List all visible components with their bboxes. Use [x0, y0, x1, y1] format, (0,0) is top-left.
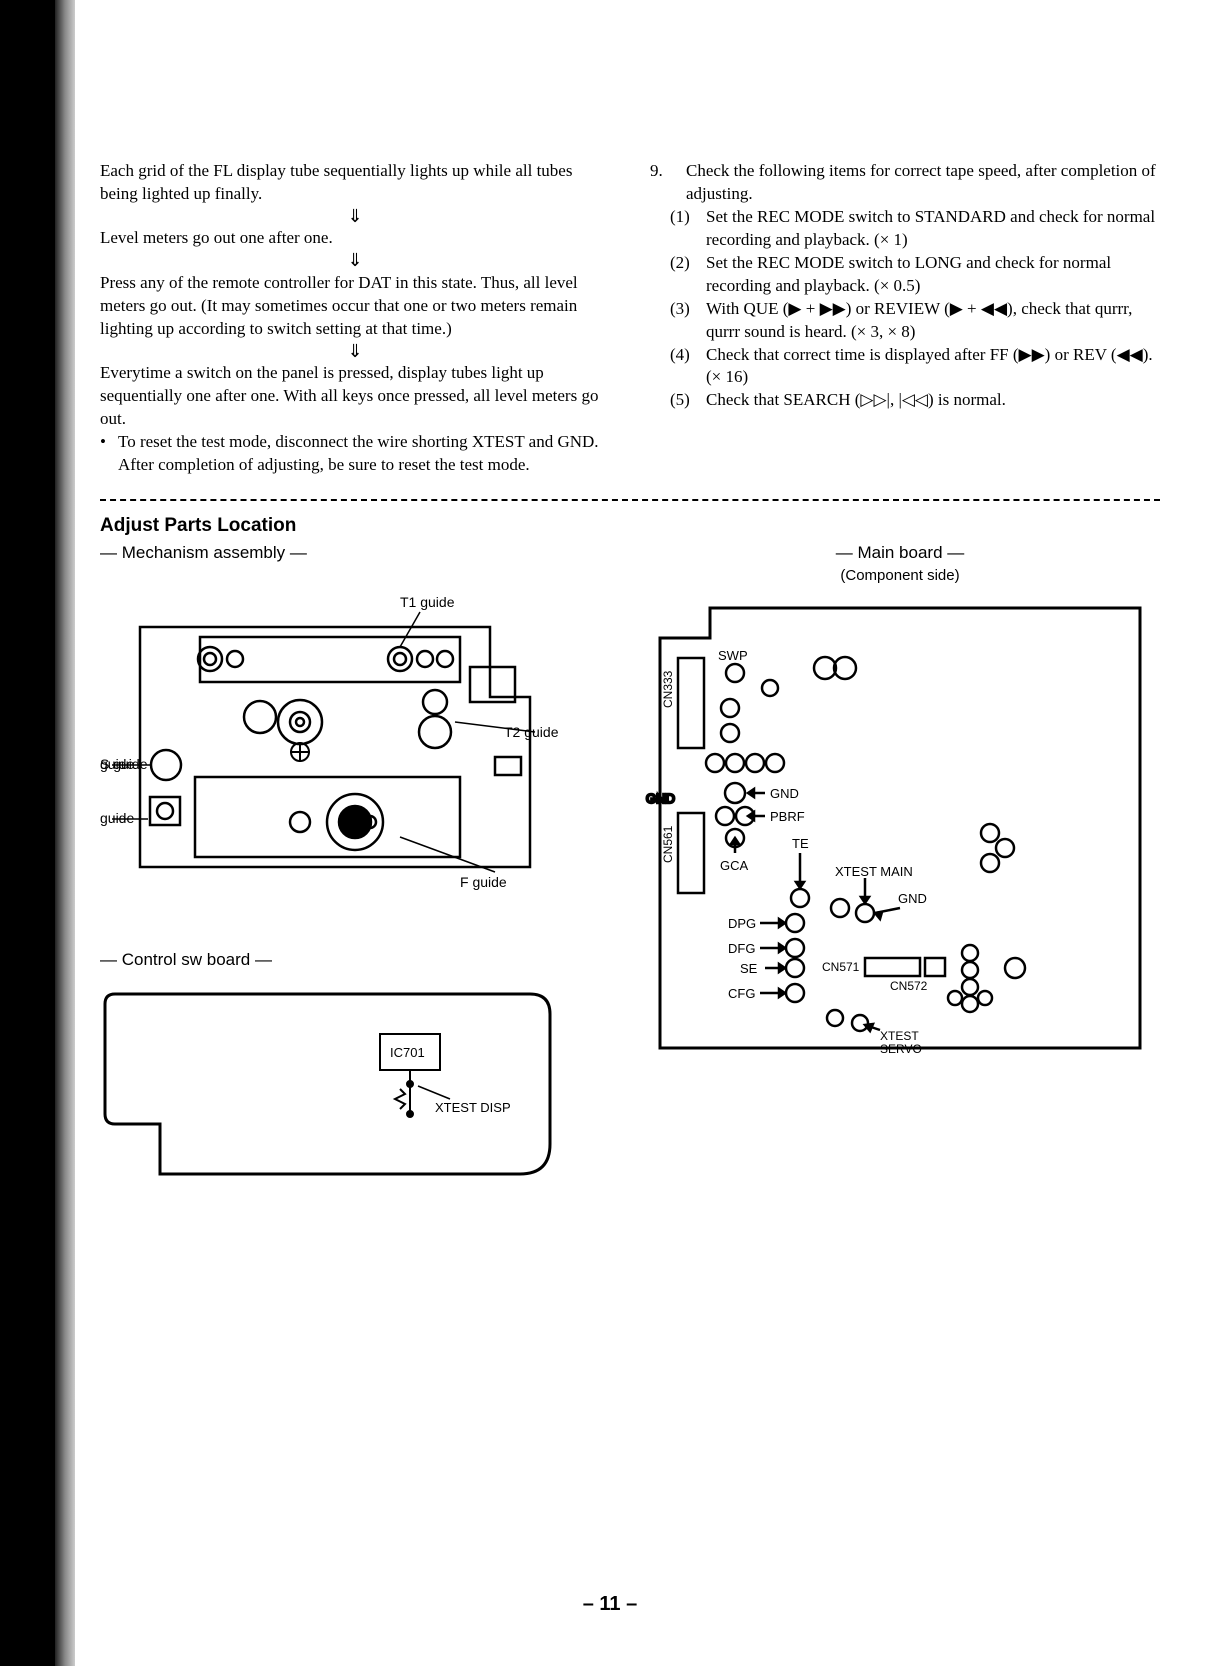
sub-1-num: (1): [670, 206, 706, 252]
label-gnd-left: GND: [646, 791, 675, 806]
label-gnd2: GND: [898, 891, 927, 906]
page-root: Each grid of the FL display tube sequent…: [0, 0, 1220, 1666]
bullet-icon: •: [100, 431, 118, 477]
para-fl-display: Each grid of the FL display tube sequent…: [100, 160, 610, 206]
mechanism-assembly-diagram: T1 guide T2 guide F guide S guide guide …: [100, 567, 580, 927]
label-dfg: DFG: [728, 941, 755, 956]
down-arrow-1: ⇓: [100, 206, 610, 228]
label-gnd1: GND: [770, 786, 799, 801]
item-9-intro: Check the following items for correct ta…: [686, 160, 1160, 206]
left-column: Each grid of the FL display tube sequent…: [100, 160, 610, 477]
item-9-number: 9.: [650, 160, 686, 206]
sub-3-text: With QUE (▶ + ▶▶) or REVIEW (▶ + ◀◀), ch…: [706, 298, 1160, 344]
label-swp: SWP: [718, 648, 748, 663]
diagram-right-col: — Main board — (Component side): [640, 543, 1160, 1199]
scan-edge-grey: [55, 0, 75, 1666]
label-xtest-servo-2: SERVO: [880, 1042, 922, 1056]
main-board-diagram: GND: [640, 588, 1160, 1068]
label-f-guide: F guide: [460, 874, 507, 890]
label-t1-guide: T1 guide: [400, 594, 455, 610]
sub-item-4: (4) Check that correct time is displayed…: [670, 344, 1160, 390]
adjust-parts-title: Adjust Parts Location: [100, 515, 1160, 537]
control-sw-board-diagram: IC701 XTEST DISP: [100, 974, 580, 1194]
down-arrow-2: ⇓: [100, 250, 610, 272]
diagram-left-col: — Mechanism assembly —: [100, 543, 610, 1199]
label-xtest-servo-1: XTEST: [880, 1029, 919, 1043]
main-board-title: — Main board —: [640, 543, 1160, 563]
label-xtest-main: XTEST MAIN: [835, 864, 913, 879]
sub-4-num: (4): [670, 344, 706, 390]
para-reset-test-mode: • To reset the test mode, disconnect the…: [100, 431, 610, 477]
label-guide-top: guide: [100, 756, 134, 772]
label-ic701: IC701: [390, 1045, 425, 1060]
sub-4-text: Check that correct time is displayed aft…: [706, 344, 1160, 390]
sub-2-text: Set the REC MODE switch to LONG and chec…: [706, 252, 1160, 298]
label-dpg: DPG: [728, 916, 756, 931]
label-cn561: CN561: [661, 825, 675, 863]
item-9: 9. Check the following items for correct…: [650, 160, 1160, 206]
label-cn571: CN571: [822, 960, 860, 974]
label-cn572: CN572: [890, 979, 928, 993]
sub-2-num: (2): [670, 252, 706, 298]
right-column: 9. Check the following items for correct…: [650, 160, 1160, 477]
main-board-subtitle: (Component side): [640, 567, 1160, 584]
label-te: TE: [792, 836, 809, 851]
control-sw-title: — Control sw board —: [100, 950, 610, 970]
label-xtest-disp: XTEST DISP: [435, 1100, 511, 1115]
label-cfg: CFG: [728, 986, 755, 1001]
dashed-divider: [100, 499, 1160, 501]
label-cn333: CN333: [661, 670, 675, 708]
diagram-row: — Mechanism assembly —: [100, 543, 1160, 1199]
sub-1-text: Set the REC MODE switch to STANDARD and …: [706, 206, 1160, 252]
para-remote-controller: Press any of the remote controller for D…: [100, 272, 610, 341]
sub-3-num: (3): [670, 298, 706, 344]
down-arrow-3: ⇓: [100, 341, 610, 363]
mechanism-title: — Mechanism assembly —: [100, 543, 610, 563]
label-pbrf: PBRF: [770, 809, 805, 824]
page-number: – 11 –: [0, 1593, 1220, 1616]
label-se: SE: [740, 961, 758, 976]
sub-item-5: (5) Check that SEARCH (▷▷|, |◁◁) is norm…: [670, 389, 1160, 412]
sub-5-text: Check that SEARCH (▷▷|, |◁◁) is normal.: [706, 389, 1160, 412]
label-t2-guide: T2 guide: [504, 724, 559, 740]
scan-edge-black: [0, 0, 55, 1666]
sub-item-3: (3) With QUE (▶ + ▶▶) or REVIEW (▶ + ◀◀)…: [670, 298, 1160, 344]
sub-item-1: (1) Set the REC MODE switch to STANDARD …: [670, 206, 1160, 252]
sub-item-2: (2) Set the REC MODE switch to LONG and …: [670, 252, 1160, 298]
sub-5-num: (5): [670, 389, 706, 412]
para-reset-text: To reset the test mode, disconnect the w…: [118, 431, 610, 477]
label-gca: GCA: [720, 858, 749, 873]
label-guide-bot: guide: [100, 810, 134, 826]
para-level-meters: Level meters go out one after one.: [100, 227, 610, 250]
text-columns: Each grid of the FL display tube sequent…: [100, 160, 1160, 477]
para-panel-switch: Everytime a switch on the panel is press…: [100, 362, 610, 431]
